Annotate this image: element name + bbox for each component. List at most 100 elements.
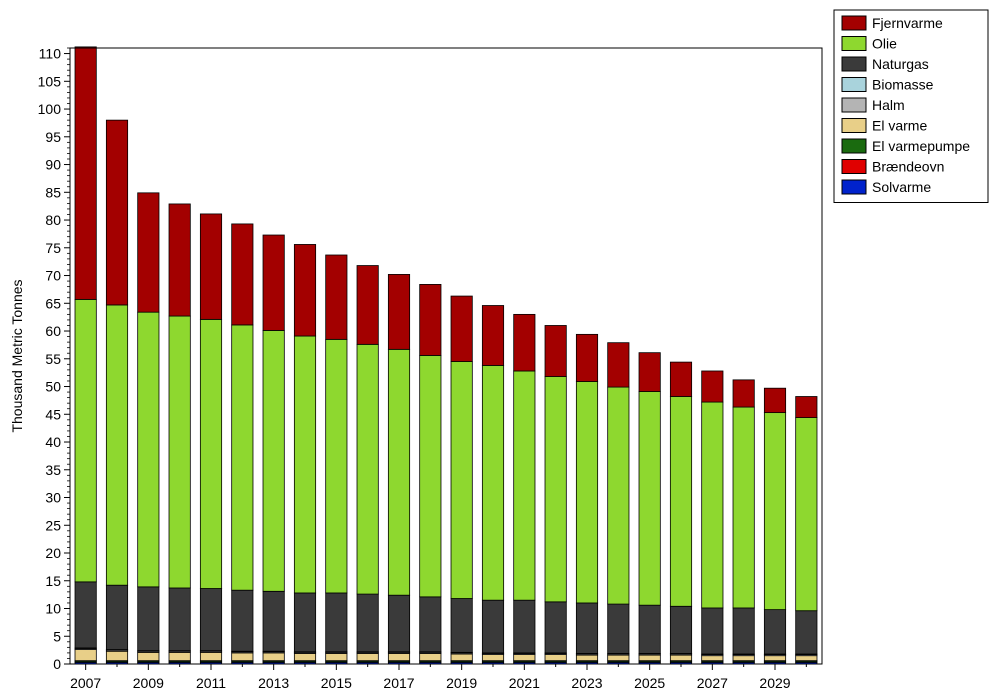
bar-segment-naturgas-2007 (74, 581, 97, 649)
bar-segment-naturgas-2020 (481, 599, 505, 654)
legend-swatch-halm (841, 97, 867, 113)
legend: Fjernvarme Olie Naturgas Biomasse Halm El var… (833, 9, 989, 203)
bar-segment-naturgas-2022 (544, 601, 567, 654)
x-tick-label: 2019 (446, 675, 477, 691)
legend-label: Solvarme (872, 179, 931, 195)
bar-segment-el-varme-2013 (262, 652, 285, 662)
bar-segment-el-varme-2028 (732, 655, 755, 662)
bar-segment-olie-2021 (513, 370, 536, 601)
x-tick-label: 2027 (697, 675, 728, 691)
bar-segment-el-varme-2029 (763, 655, 787, 662)
bar-segment-olie-2020 (481, 365, 505, 601)
bar-segment-el-varme-2011 (199, 651, 223, 662)
y-tick-label: 20 (45, 545, 61, 561)
legend-swatch-biomasse (841, 77, 867, 92)
bar-segment-fjernvarme-2026 (669, 361, 693, 397)
bar-segment-olie-2018 (419, 355, 442, 598)
bar-segment-fjernvarme-2011 (199, 213, 223, 320)
y-tick-label: 10 (45, 601, 61, 617)
legend-swatch-brændeovn (841, 159, 867, 174)
y-tick-label: 110 (39, 46, 62, 62)
bar-segment-naturgas-2015 (325, 592, 348, 653)
bar-segment-fjernvarme-2007 (74, 46, 97, 300)
bar-segment-fjernvarme-2010 (168, 203, 191, 317)
y-tick-label: 100 (38, 101, 62, 117)
legend-label: Naturgas (872, 56, 929, 72)
bar-segment-el-varme-2019 (450, 653, 473, 662)
bar-segment-fjernvarme-2024 (607, 342, 630, 388)
legend-swatch-el-varme (841, 118, 867, 133)
y-tick-label: 85 (45, 184, 61, 200)
plot-frame (69, 47, 823, 665)
bar-segment-naturgas-2030 (795, 610, 818, 655)
bar-segment-naturgas-2027 (701, 607, 724, 655)
bar-segment-el-varme-2020 (481, 654, 505, 662)
x-tick-label: 2013 (258, 675, 289, 691)
y-tick-label: 60 (45, 323, 61, 339)
bar-segment-fjernvarme-2013 (262, 234, 285, 331)
bar-segment-fjernvarme-2022 (544, 325, 567, 377)
bar-segment-fjernvarme-2009 (137, 192, 160, 313)
legend-label: Brændeovn (872, 159, 944, 175)
x-tick-label: 2015 (321, 675, 352, 691)
bar-segment-fjernvarme-2030 (795, 396, 818, 419)
bar-segment-olie-2015 (325, 338, 348, 594)
legend-swatch-naturgas (841, 56, 867, 72)
bar-segment-naturgas-2013 (262, 590, 285, 652)
bar-segment-fjernvarme-2021 (513, 313, 536, 372)
bar-segment-naturgas-2021 (513, 599, 536, 654)
legend-label: Fjernvarme (872, 15, 943, 31)
x-tick-label: 2021 (509, 675, 540, 691)
bar-segment-naturgas-2011 (199, 588, 223, 652)
bar-segment-fjernvarme-2014 (293, 244, 317, 337)
x-tick-label: 2009 (133, 675, 164, 691)
bar-segment-naturgas-2023 (575, 602, 599, 654)
y-tick-label: 30 (45, 490, 61, 506)
bar-segment-olie-2009 (137, 311, 160, 588)
bar-segment-naturgas-2025 (638, 604, 661, 654)
bar-segment-el-varme-2008 (105, 650, 129, 662)
bar-segment-olie-2016 (356, 343, 379, 595)
bar-segment-naturgas-2019 (450, 598, 473, 653)
bar-segment-olie-2013 (262, 330, 285, 592)
bar-segment-naturgas-2016 (356, 593, 379, 653)
bar-segment-naturgas-2026 (669, 605, 693, 654)
bar-segment-fjernvarme-2017 (387, 274, 411, 350)
bar-segment-olie-2028 (732, 406, 755, 609)
bar-segment-el-varme-2018 (419, 653, 442, 662)
bar-segment-naturgas-2029 (763, 609, 787, 655)
bar-segment-olie-2012 (231, 324, 254, 591)
bar-segment-naturgas-2018 (419, 596, 442, 653)
y-tick-label: 45 (45, 406, 61, 422)
bar-segment-el-varme-2022 (544, 654, 567, 662)
bar-segment-el-varme-2012 (231, 652, 254, 662)
bar-segment-olie-2014 (293, 335, 317, 594)
bar-segment-el-varme-2007 (74, 649, 97, 662)
x-tick-label: 2029 (759, 675, 790, 691)
y-tick-label: 25 (45, 517, 61, 533)
bar-segment-olie-2023 (575, 381, 599, 604)
bar-segment-el-varme-2027 (701, 655, 724, 662)
bar-segment-el-varme-2016 (356, 653, 379, 662)
y-tick-label: 105 (38, 73, 62, 89)
legend-label: Biomasse (872, 77, 934, 93)
bar-segment-el-varme-2014 (293, 653, 317, 662)
y-tick-label: 70 (45, 268, 61, 284)
bar-segment-fjernvarme-2015 (325, 254, 348, 340)
bar-segment-fjernvarme-2016 (356, 265, 379, 345)
bar-segment-naturgas-2024 (607, 603, 630, 654)
bar-segment-el-varme-2015 (325, 653, 348, 662)
bar-segment-olie-2024 (607, 386, 630, 605)
bar-segment-olie-2019 (450, 361, 473, 599)
x-tick-label: 2011 (196, 675, 226, 691)
bar-segment-fjernvarme-2012 (231, 223, 254, 326)
legend-label: Halm (872, 97, 905, 113)
bar-segment-naturgas-2017 (387, 594, 411, 653)
bar-segment-naturgas-2028 (732, 607, 755, 655)
bar-segment-fjernvarme-2023 (575, 333, 599, 382)
bar-segment-olie-2007 (74, 298, 97, 583)
bar-segment-el-varme-2021 (513, 654, 536, 662)
bar-segment-el-varme-2017 (387, 653, 411, 662)
bars-layer (74, 46, 818, 665)
